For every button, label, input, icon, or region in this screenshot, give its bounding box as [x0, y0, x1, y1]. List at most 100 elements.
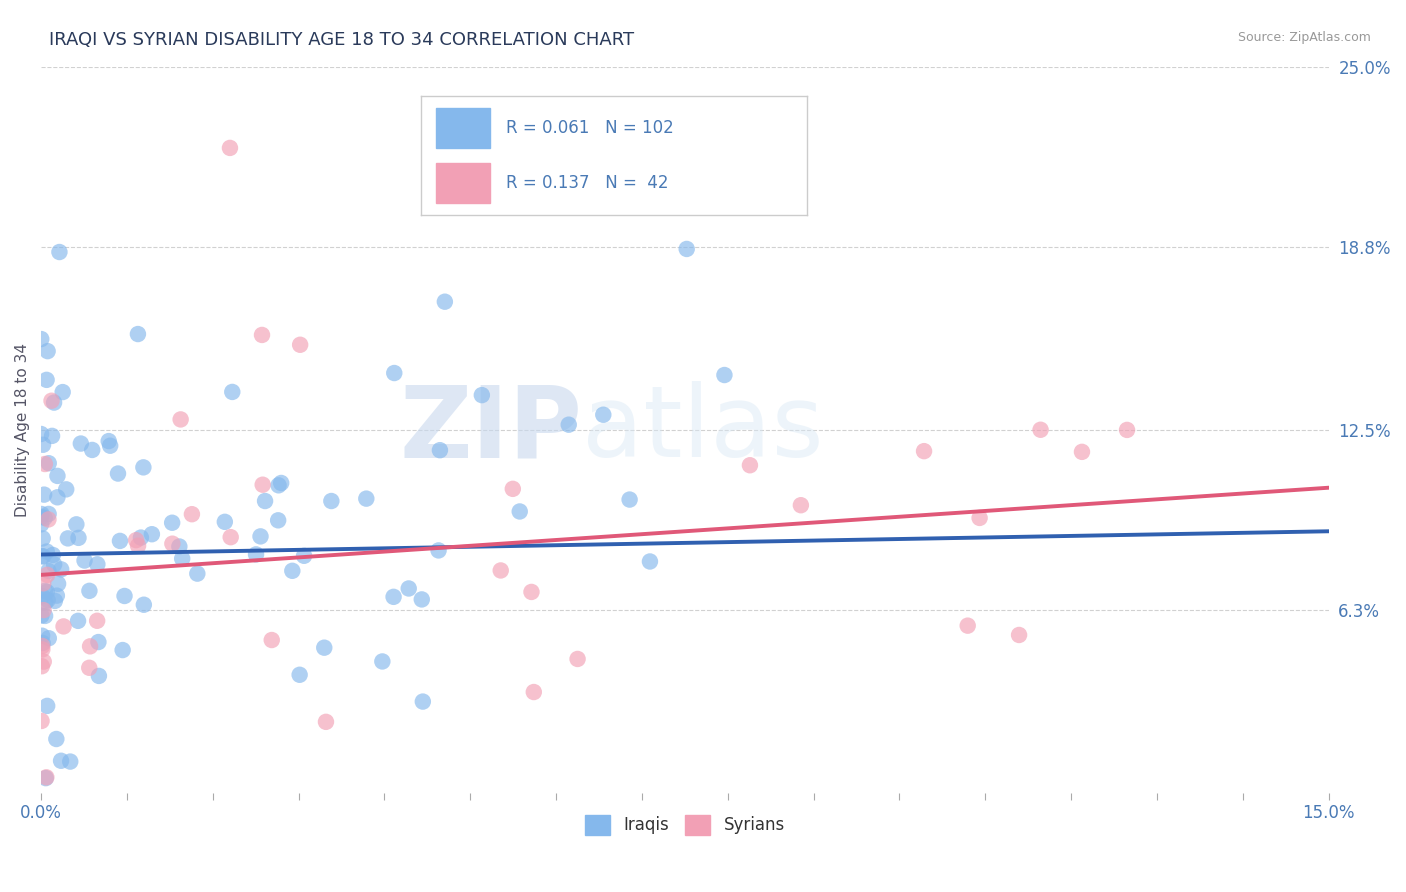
Point: [34, 595, 56, 609]
Point: [38, 456, 60, 470]
Point: [45, 731, 67, 746]
Point: [523, 685, 546, 699]
Point: [42, 395, 65, 409]
Point: [162, 537, 184, 551]
Point: [245, 548, 267, 562]
Point: [35, 770, 58, 784]
Point: [32, 603, 55, 617]
Point: [32, 549, 55, 564]
Point: [108, 533, 131, 548]
Point: [1116, 423, 1139, 437]
Point: [49, 754, 72, 768]
Point: [1071, 445, 1094, 459]
Point: [98, 439, 121, 453]
Point: [87, 669, 110, 683]
Point: [35, 585, 58, 599]
Point: [55, 483, 77, 497]
Point: [44, 558, 66, 572]
Point: [114, 589, 136, 603]
Point: [267, 513, 290, 527]
Point: [592, 408, 614, 422]
Point: [31, 714, 53, 728]
Point: [31, 532, 53, 546]
Point: [32, 655, 55, 669]
Point: [30, 517, 52, 532]
Point: [46, 469, 69, 483]
Point: [31, 629, 53, 643]
Point: [56, 532, 79, 546]
Point: [411, 592, 433, 607]
Point: [127, 539, 149, 553]
Point: [46, 490, 69, 504]
Point: [30, 608, 52, 623]
Point: [141, 527, 163, 541]
Point: [219, 141, 242, 155]
Point: [111, 643, 134, 657]
Point: [31, 636, 53, 650]
Point: [356, 491, 378, 506]
Point: [433, 294, 456, 309]
Point: [429, 443, 451, 458]
Point: [219, 530, 242, 544]
Point: [315, 714, 337, 729]
Point: [489, 564, 512, 578]
Point: [67, 531, 90, 545]
Point: [87, 635, 110, 649]
Point: [321, 494, 343, 508]
Point: [412, 695, 434, 709]
Text: ZIP: ZIP: [399, 381, 582, 478]
Point: [288, 667, 311, 681]
Point: [252, 477, 274, 491]
Point: [790, 498, 813, 512]
Point: [32, 438, 55, 452]
Point: [398, 582, 420, 596]
Point: [45, 589, 67, 603]
Point: [37, 512, 59, 526]
Point: [382, 366, 405, 380]
Y-axis label: Disability Age 18 to 34: Disability Age 18 to 34: [15, 343, 30, 516]
Point: [44, 594, 66, 608]
Point: [31, 549, 53, 564]
Point: [37, 698, 59, 713]
Point: [132, 460, 155, 475]
Point: [214, 515, 236, 529]
Point: [35, 771, 58, 785]
Point: [41, 393, 63, 408]
Point: [35, 373, 58, 387]
Point: [288, 338, 311, 352]
Point: [79, 640, 101, 654]
Text: Source: ZipAtlas.com: Source: ZipAtlas.com: [1237, 31, 1371, 45]
Text: IRAQI VS SYRIAN DISABILITY AGE 18 TO 34 CORRELATION CHART: IRAQI VS SYRIAN DISABILITY AGE 18 TO 34 …: [49, 31, 634, 49]
Point: [32, 576, 55, 591]
Point: [97, 434, 120, 448]
Point: [129, 531, 152, 545]
Point: [281, 564, 304, 578]
Point: [86, 614, 108, 628]
Point: [619, 492, 641, 507]
Point: [73, 553, 96, 567]
Point: [82, 442, 104, 457]
Point: [969, 511, 991, 525]
Point: [502, 482, 524, 496]
Point: [30, 427, 52, 442]
Point: [37, 567, 59, 582]
Point: [738, 458, 761, 473]
Point: [180, 507, 202, 521]
Point: [31, 659, 53, 673]
Legend: Iraqis, Syrians: Iraqis, Syrians: [585, 814, 785, 835]
Point: [956, 618, 979, 632]
Point: [254, 494, 277, 508]
Point: [520, 585, 543, 599]
Point: [48, 245, 70, 260]
Point: [249, 529, 271, 543]
Point: [371, 655, 394, 669]
Point: [32, 488, 55, 502]
Point: [1008, 628, 1031, 642]
Point: [69, 436, 91, 450]
Point: [169, 412, 191, 426]
Point: [34, 457, 56, 471]
Point: [267, 478, 290, 492]
Point: [30, 332, 52, 346]
Point: [86, 558, 108, 572]
Point: [34, 511, 56, 525]
